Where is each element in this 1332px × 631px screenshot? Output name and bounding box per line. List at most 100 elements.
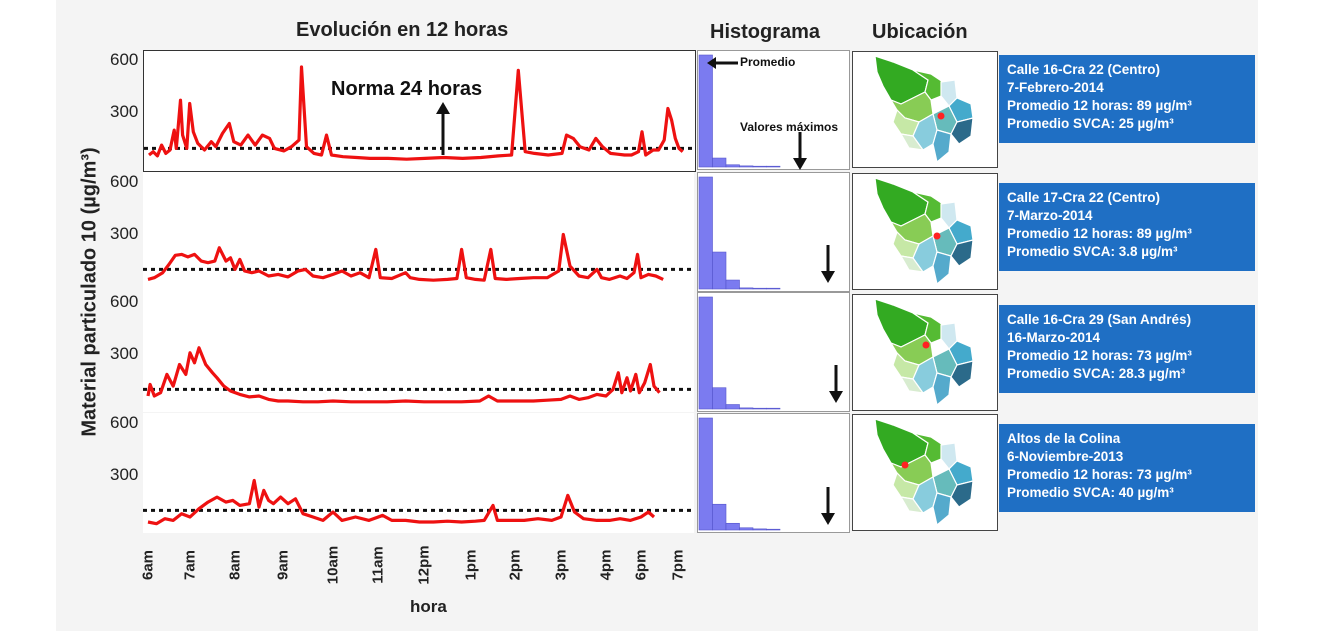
info-avg12: Promedio 12 horas: 73 µg/m³ (1007, 467, 1192, 482)
histogram-bar (739, 527, 754, 531)
location-info-box: Calle 16-Cra 29 (San Andrés) 16-Marzo-201… (999, 305, 1255, 393)
line-panel (143, 172, 694, 292)
histogram-bar (766, 528, 781, 531)
map-district (950, 117, 974, 145)
info-title: Calle 16-Cra 29 (San Andrés) (1007, 312, 1192, 327)
y-tick-label: 600 (110, 292, 139, 311)
location-map (852, 294, 998, 411)
x-tick-label: 2pm (506, 549, 524, 581)
info-date: 16-Marzo-2014 (1007, 330, 1101, 345)
series-line (146, 346, 661, 404)
x-tick-label: 7pm (669, 549, 687, 581)
x-tick-label: 4pm (597, 549, 615, 581)
histogram-bar (739, 287, 754, 290)
map-district (912, 312, 944, 344)
promedio-arrow-icon (707, 57, 738, 69)
map-district (950, 360, 974, 388)
map-district (912, 69, 944, 101)
map-district (912, 191, 944, 223)
x-tick-label: 11am (369, 546, 387, 584)
y-axis-label: Material particulado 10 (µg/m³) (78, 147, 101, 437)
info-date: 7-Marzo-2014 (1007, 208, 1093, 223)
histogram-bar (766, 287, 781, 290)
promedio-annotation: Promedio (740, 55, 796, 69)
map-district (899, 255, 925, 273)
max-arrow-icon (821, 487, 835, 525)
location-marker-icon (922, 341, 930, 349)
map-district (950, 239, 974, 267)
location-map (852, 173, 998, 290)
line-panel (143, 50, 696, 172)
x-tick-label: 3pm (552, 549, 570, 581)
line-panel-svg (143, 232, 694, 282)
y-tick-label: 300 (110, 465, 139, 484)
histogram-bar (766, 407, 781, 410)
histogram-panel (697, 292, 850, 412)
histogram-title: Histograma (710, 21, 821, 43)
x-tick-label: 1pm (462, 549, 480, 581)
line-panel-svg (143, 478, 694, 526)
histogram-bar (698, 54, 713, 168)
x-tick-label: 9am (274, 549, 292, 581)
x-tick-label: 6am (139, 549, 157, 581)
line-panel-svg (143, 346, 694, 404)
info-avg12: Promedio 12 horas: 73 µg/m³ (1007, 348, 1192, 363)
y-tick-label: 600 (110, 413, 139, 432)
histogram-bar (752, 407, 767, 410)
x-tick-label: 8am (226, 549, 244, 581)
norma-arrow-icon (436, 102, 450, 155)
line-panel-svg (144, 65, 695, 161)
histogram-bar (712, 157, 727, 168)
x-tick-label: 6pm (632, 549, 650, 581)
location-marker-icon (937, 112, 945, 120)
info-title: Calle 16-Cra 22 (Centro) (1007, 62, 1161, 77)
y-tick-label: 600 (110, 50, 139, 69)
histogram-bar (725, 279, 740, 290)
histogram-bar (739, 165, 754, 168)
info-svca: Promedio SVCA: 3.8 µg/m³ (1007, 244, 1178, 259)
histogram-bar (752, 287, 767, 290)
series-line (148, 65, 684, 161)
map-district (899, 496, 925, 514)
location-info-box: Calle 17-Cra 22 (Centro) 7-Marzo-2014 Prom… (999, 183, 1255, 271)
x-tick-label: 12pm (415, 545, 433, 585)
info-svca: Promedio SVCA: 40 µg/m³ (1007, 485, 1174, 500)
location-info-box: Altos de la Colina 6-Noviembre-2013 Promed… (999, 424, 1255, 512)
map-district (912, 432, 944, 464)
valores-maximos-annotation: Valores máximos (740, 120, 839, 134)
map-district (932, 372, 952, 407)
histogram-bar (698, 176, 713, 290)
x-axis-label: hora (410, 597, 447, 616)
histogram-bar (712, 387, 727, 410)
histogram-bar (752, 165, 767, 168)
histogram-bar (698, 296, 713, 410)
line-panel (143, 292, 694, 412)
histogram-bar (725, 522, 740, 531)
info-svca: Promedio SVCA: 25 µg/m³ (1007, 116, 1174, 131)
histogram-panel (697, 50, 850, 170)
histogram-bar (698, 417, 713, 531)
histogram-bar (725, 164, 740, 168)
histogram-bar (712, 503, 727, 531)
map-district (899, 376, 925, 394)
histogram-bar (712, 251, 727, 290)
info-avg12: Promedio 12 horas: 89 µg/m³ (1007, 226, 1192, 241)
info-svca: Promedio SVCA: 28.3 µg/m³ (1007, 366, 1186, 381)
series-line (147, 478, 656, 526)
map-district (932, 251, 952, 286)
max-arrow-icon (821, 245, 835, 283)
info-date: 6-Noviembre-2013 (1007, 449, 1124, 464)
x-tick-label: 7am (181, 549, 199, 581)
y-tick-label: 300 (110, 224, 139, 243)
histogram-bar (752, 528, 767, 531)
series-line (147, 232, 664, 282)
location-marker-icon (901, 461, 909, 469)
map-district (932, 492, 952, 527)
map-district (899, 133, 925, 151)
evolution-title: Evolución en 12 horas (296, 19, 509, 41)
location-map (852, 414, 998, 531)
line-panel (143, 413, 694, 533)
y-tick-label: 300 (110, 102, 139, 121)
info-date: 7-Febrero-2014 (1007, 80, 1104, 95)
info-title: Calle 17-Cra 22 (Centro) (1007, 190, 1161, 205)
